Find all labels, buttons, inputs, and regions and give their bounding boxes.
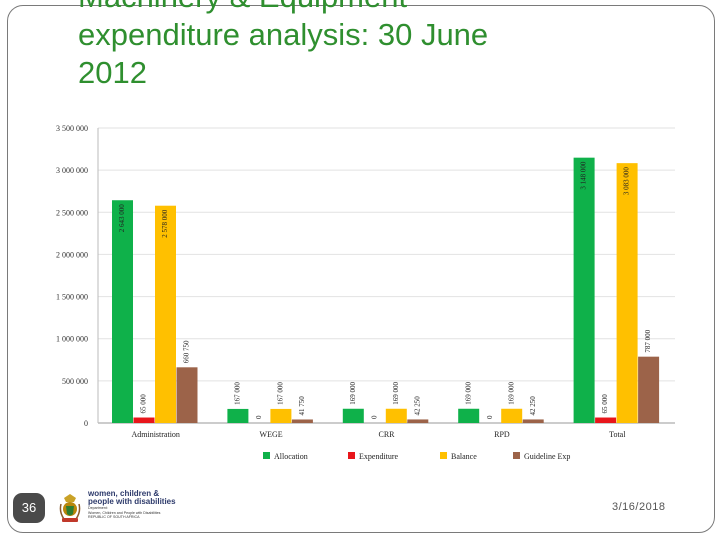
bar <box>522 419 544 423</box>
bar <box>227 408 249 423</box>
coat-of-arms-logo <box>59 494 81 522</box>
x-axis-categories: Administration WEGE CRR RPD Total <box>131 430 626 439</box>
data-label: 167 000 <box>277 382 285 405</box>
y-tick-label: 500 000 <box>62 377 88 386</box>
y-tick-label: 0 <box>84 419 88 428</box>
organisation-name: women, children & people with disabiliti… <box>88 490 180 520</box>
slide-date: 3/16/2018 <box>612 501 666 513</box>
y-axis-ticks: 0 500 000 1 000 000 1 500 000 2 000 000 2 500… <box>56 124 88 428</box>
bar <box>458 408 480 423</box>
data-label: 42 250 <box>529 396 537 416</box>
y-tick-label: 1 500 000 <box>56 293 88 302</box>
data-label: 169 000 <box>464 382 472 405</box>
x-category-label: WEGE <box>260 430 283 439</box>
x-category-label: Administration <box>131 430 179 439</box>
data-label: 65 000 <box>140 394 148 414</box>
page-number: 36 <box>13 493 45 523</box>
data-label: 0 <box>370 415 378 419</box>
legend-swatch <box>263 452 270 459</box>
y-tick-label: 3 000 000 <box>56 166 88 175</box>
bars <box>112 157 660 423</box>
bar <box>112 200 133 423</box>
org-line-2: people with disabilities <box>88 497 176 506</box>
data-label: 65 000 <box>601 394 609 414</box>
bar-chart: 0 500 000 1 000 000 1 500 000 2 000 000 2 500… <box>56 124 675 461</box>
data-label: 169 000 <box>507 382 515 405</box>
legend-label: Expenditure <box>359 452 399 461</box>
slide-title-line: 2012 <box>78 55 147 90</box>
org-line-1: women, children & <box>88 489 160 498</box>
bar <box>573 157 595 423</box>
org-department: Department: <box>88 506 108 510</box>
slide-title-line: Machinery & Equipment <box>78 0 678 16</box>
x-category-label: RPD <box>494 430 510 439</box>
bar <box>342 408 364 423</box>
legend-swatch <box>440 452 447 459</box>
legend-swatch <box>348 452 355 459</box>
data-label: 41 750 <box>298 396 306 416</box>
legend-label: Guideline Exp <box>524 452 570 461</box>
data-label: 0 <box>486 415 494 419</box>
bar <box>133 417 155 423</box>
bar <box>501 408 523 423</box>
legend: Allocation Expenditure Balance Guideline Ex… <box>263 452 570 461</box>
legend-label: Allocation <box>274 452 308 461</box>
bar <box>595 417 617 423</box>
data-label: 169 000 <box>392 382 400 405</box>
y-tick-label: 1 000 000 <box>56 335 88 344</box>
slide-frame <box>7 5 715 533</box>
data-label: 787 000 <box>644 329 652 352</box>
y-tick-label: 2 000 000 <box>56 250 88 259</box>
bar <box>155 205 176 423</box>
data-label: 3 083 000 <box>623 167 631 196</box>
bar <box>638 356 660 423</box>
y-tick-label: 3 500 000 <box>56 124 88 133</box>
bar <box>616 163 638 423</box>
data-label: 2 578 000 <box>161 209 169 238</box>
x-category-label: Total <box>609 430 626 439</box>
y-tick-label: 2 500 000 <box>56 208 88 217</box>
bar <box>176 367 198 423</box>
org-department: Women, Children and People with Disabili… <box>88 510 161 515</box>
bar <box>407 419 429 423</box>
slide-title: Machinery & Equipment expenditure analys… <box>78 0 678 92</box>
data-labels: 2 643 000 65 000 2 578 000 660 750 167 000 0 1… <box>118 161 652 419</box>
bar <box>385 408 407 423</box>
bar <box>291 419 313 423</box>
data-label: 42 250 <box>413 396 421 416</box>
data-label: 2 643 000 <box>118 204 126 233</box>
data-label: 660 750 <box>183 340 191 363</box>
bar <box>270 408 292 423</box>
data-label: 3 148 000 <box>580 161 588 190</box>
slide-title-line: expenditure analysis: 30 June <box>78 17 489 52</box>
data-label: 167 000 <box>234 382 242 405</box>
org-department: REPUBLIC OF SOUTH AFRICA <box>88 515 140 520</box>
legend-swatch <box>513 452 520 459</box>
legend-label: Balance <box>451 452 477 461</box>
x-category-label: CRR <box>378 430 395 439</box>
data-label: 169 000 <box>349 382 357 405</box>
data-label: 0 <box>255 415 263 419</box>
